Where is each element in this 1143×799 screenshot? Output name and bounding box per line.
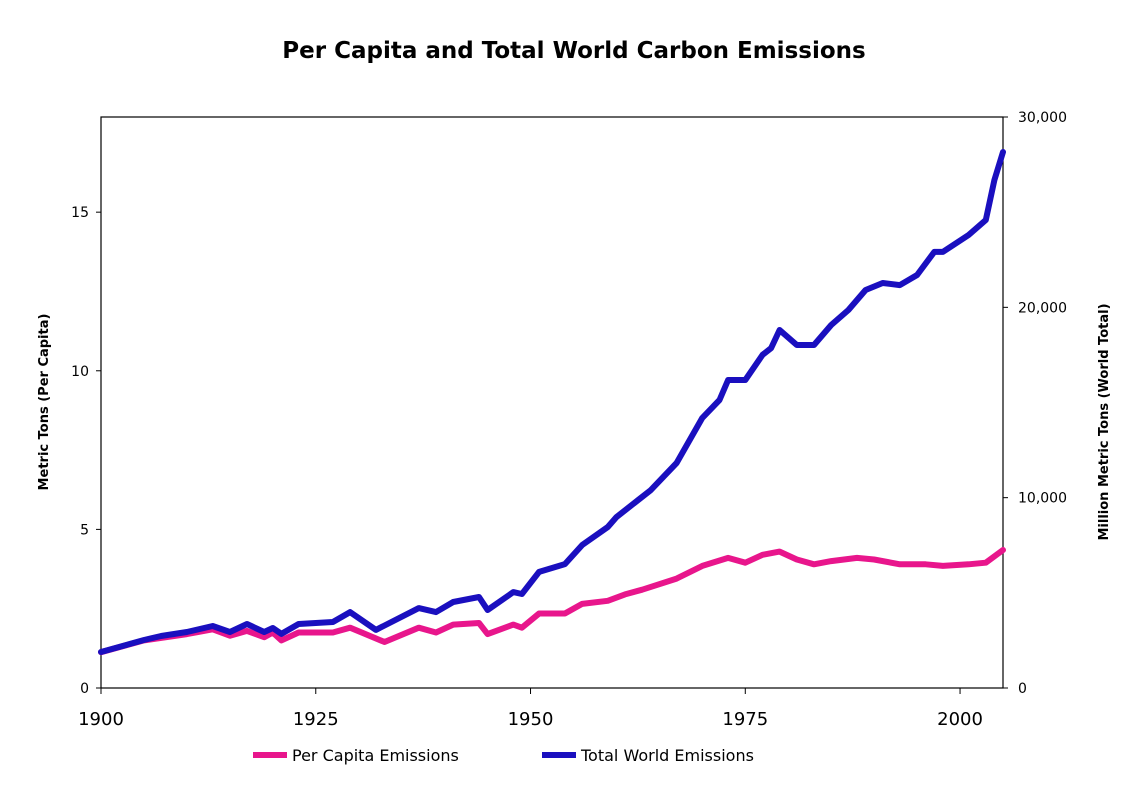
y-tick-label: 5 (80, 522, 89, 538)
x-tick-label: 2000 (937, 709, 983, 730)
chart-title: Per Capita and Total World Carbon Emissi… (282, 38, 865, 64)
x-tick-label: 1900 (78, 709, 124, 730)
y2-tick-label: 20,000 (1018, 300, 1067, 316)
legend: Per Capita Emissions Total World Emissio… (253, 746, 754, 765)
y2-tick-label: 0 (1018, 681, 1027, 697)
legend-label-total: Total World Emissions (580, 746, 754, 765)
y-tick-label: 15 (71, 205, 89, 221)
y2-tick-label: 10,000 (1018, 491, 1067, 507)
x-tick-label: 1950 (508, 709, 554, 730)
plot-area (100, 116, 1004, 689)
y-tick-label: 10 (71, 364, 89, 380)
legend-label-per-capita: Per Capita Emissions (292, 746, 459, 765)
x-tick-label: 1975 (722, 709, 768, 730)
y2-tick-label: 30,000 (1018, 110, 1067, 126)
x-tick-label: 1925 (293, 709, 339, 730)
y2-axis-title: Million Metric Tons (World Total) (1097, 303, 1112, 540)
y-tick-label: 0 (80, 681, 89, 697)
total-world-emissions-line (98, 149, 1006, 655)
y-axis-title: Metric Tons (Per Capita) (37, 314, 52, 491)
